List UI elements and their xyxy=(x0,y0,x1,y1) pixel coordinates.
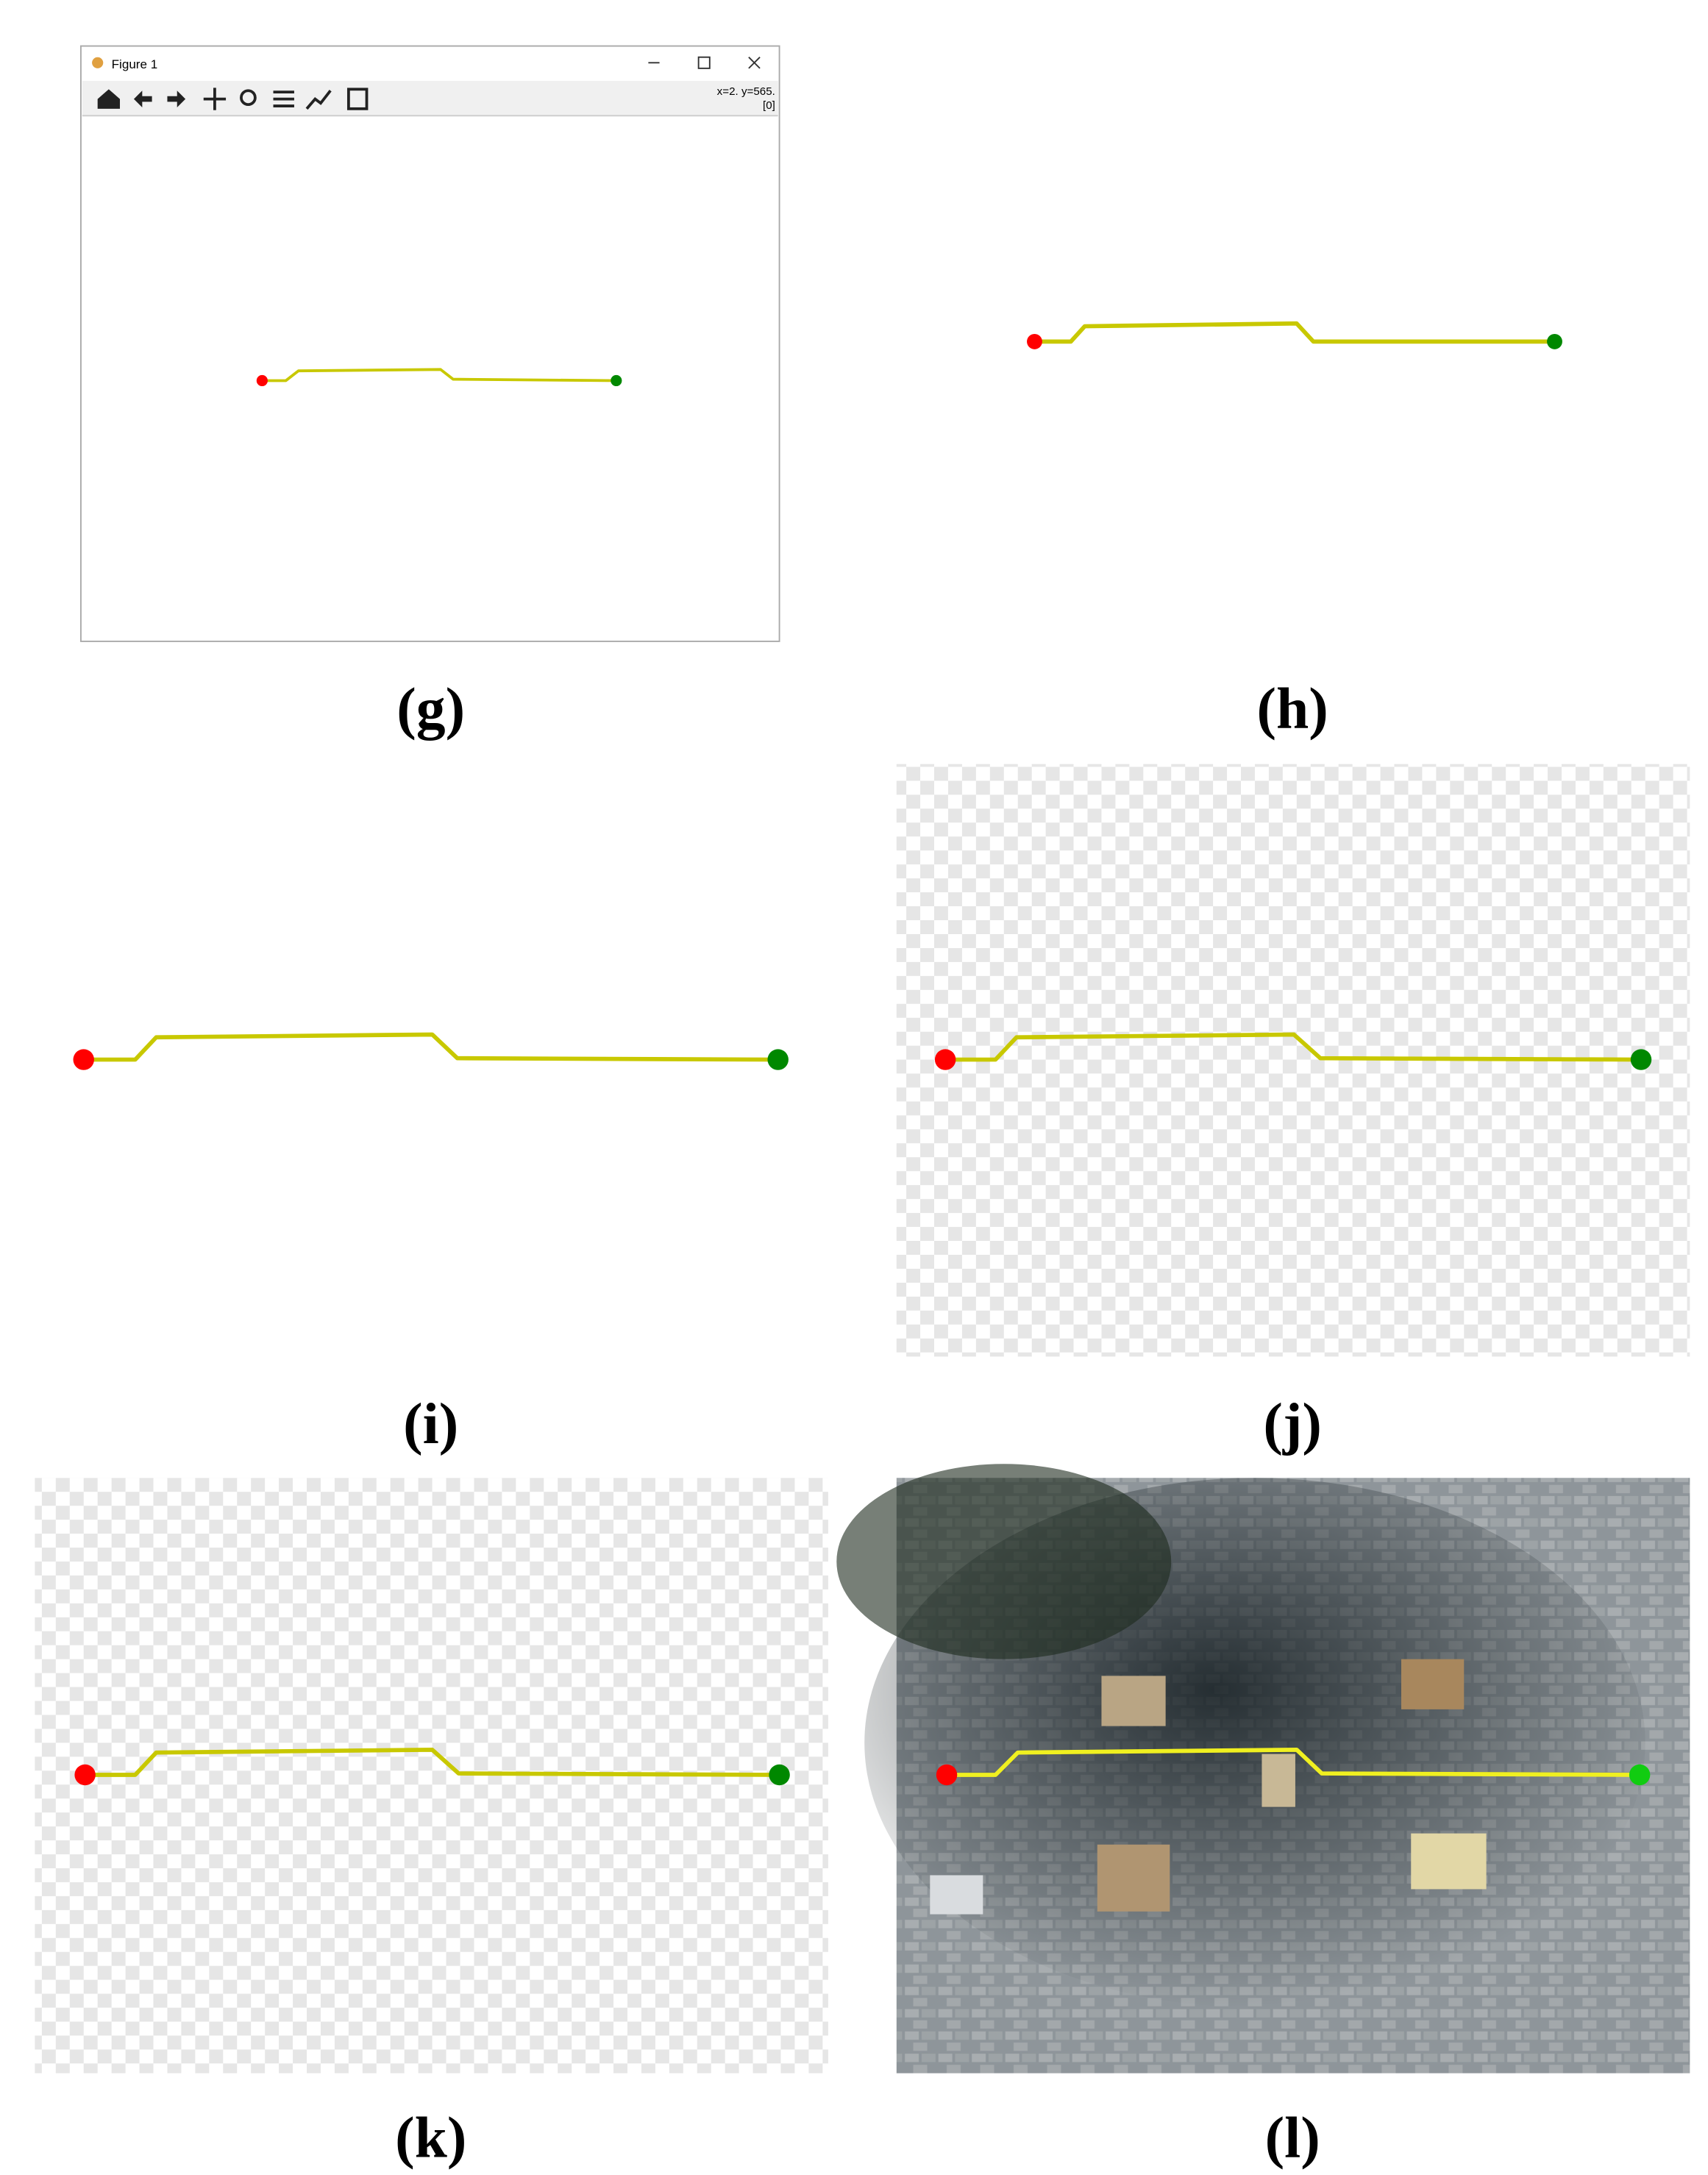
panel-label: (l) xyxy=(1265,2105,1320,2170)
window-title: Figure 1 xyxy=(112,57,158,71)
coords-index: [0] xyxy=(763,99,775,112)
start xyxy=(1027,333,1042,349)
configure-button[interactable] xyxy=(273,90,294,107)
back-button[interactable] xyxy=(133,90,152,107)
maximize[interactable] xyxy=(697,56,711,69)
start xyxy=(73,1049,94,1070)
panel-label: (i) xyxy=(403,1392,458,1456)
start xyxy=(74,1764,96,1786)
panel-label: (j) xyxy=(1263,1392,1322,1456)
home-button[interactable] xyxy=(97,89,121,109)
route xyxy=(945,1032,1642,1062)
goal xyxy=(1629,1764,1651,1786)
save-button[interactable] xyxy=(346,88,369,110)
close[interactable] xyxy=(748,57,761,69)
route xyxy=(947,1748,1640,1777)
start xyxy=(936,1764,958,1786)
aerial-photo xyxy=(836,1464,1690,2073)
route xyxy=(1034,321,1555,344)
goal xyxy=(611,374,622,387)
goal xyxy=(1547,333,1562,349)
start xyxy=(934,1049,956,1070)
route xyxy=(83,1032,778,1062)
panel-label: (g) xyxy=(396,676,465,741)
panel-label: (k) xyxy=(395,2105,466,2170)
route xyxy=(85,1748,780,1777)
window: Figure 1 x=2. y=565. [0] xyxy=(79,45,780,642)
toolbar xyxy=(97,88,369,110)
panel-label: (h) xyxy=(1256,676,1328,741)
start xyxy=(256,374,268,387)
coords: x=2. y=565. xyxy=(717,85,775,98)
goal xyxy=(767,1049,789,1070)
goal xyxy=(769,1764,790,1786)
pan-button[interactable] xyxy=(203,88,227,110)
route xyxy=(262,368,616,382)
edit-button[interactable] xyxy=(305,90,332,110)
zoom-button[interactable] xyxy=(240,89,257,107)
forward-button[interactable] xyxy=(167,90,186,107)
goal xyxy=(1630,1049,1652,1070)
